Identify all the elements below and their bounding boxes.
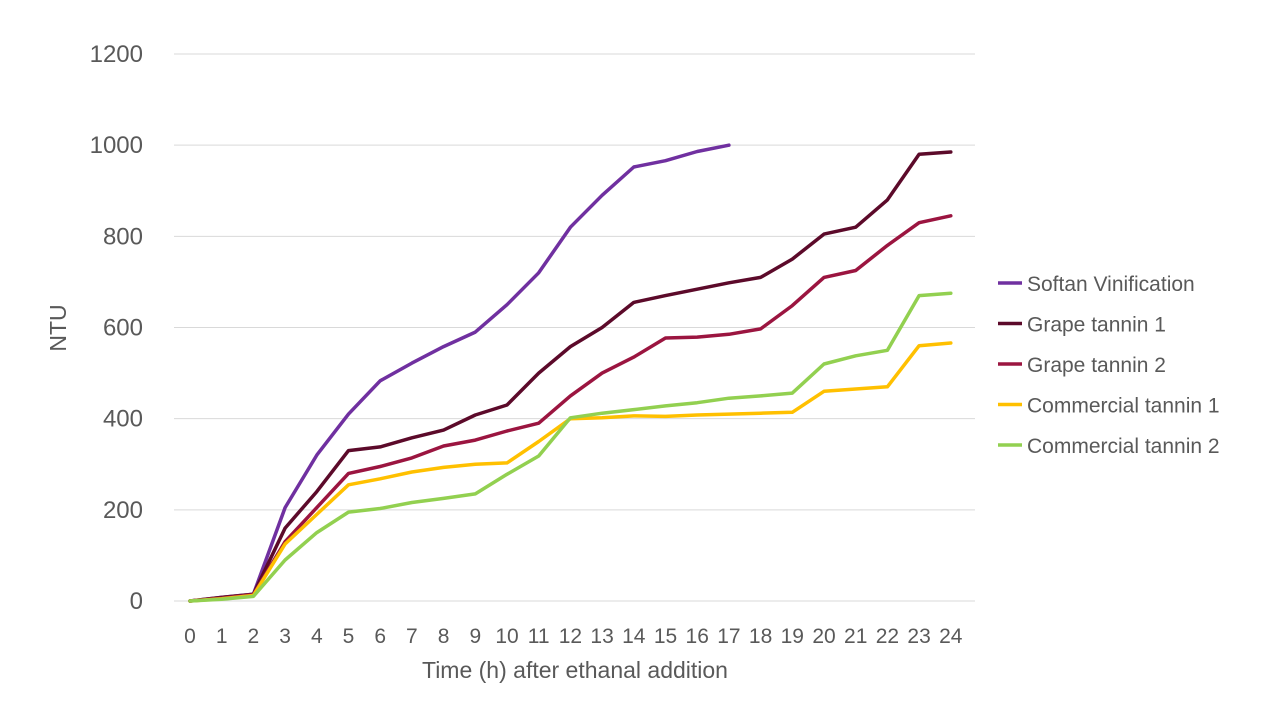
- x-tick-label: 23: [907, 625, 930, 648]
- x-tick-label: 21: [844, 625, 867, 648]
- x-tick-label: 16: [686, 625, 709, 648]
- x-tick-label: 2: [248, 625, 260, 648]
- x-tick-label: 24: [939, 625, 963, 648]
- x-tick-label: 12: [559, 625, 582, 648]
- x-tick-label: 4: [311, 625, 323, 648]
- series-lines: [188, 143, 953, 603]
- y-tick-label: 600: [103, 315, 143, 342]
- y-tick-label: 400: [103, 406, 143, 433]
- series-line-commercial-tannin-2: [188, 291, 953, 603]
- legend-label-grape-tannin-1: Grape tannin 1: [1027, 314, 1166, 337]
- y-tick-label: 1200: [90, 41, 143, 68]
- x-tick-label: 20: [812, 625, 835, 648]
- x-tick-label: 11: [528, 625, 550, 648]
- x-tick-label: 17: [717, 625, 740, 648]
- x-tick-label: 6: [374, 625, 386, 648]
- x-tick-label: 8: [438, 625, 450, 648]
- x-tick-label: 18: [749, 625, 772, 648]
- x-tick-label: 7: [406, 625, 418, 648]
- x-tick-label: 10: [495, 625, 518, 648]
- y-tick-label: 0: [130, 588, 143, 615]
- series-line-commercial-tannin-1: [188, 341, 953, 603]
- x-tick-label: 0: [184, 625, 196, 648]
- x-tick-label: 15: [654, 625, 677, 648]
- y-tick-label: 1000: [90, 132, 143, 159]
- legend-label-softan-vinification: Softan Vinification: [1027, 273, 1195, 296]
- x-tick-label: 13: [590, 625, 613, 648]
- series-line-softan-vinification: [188, 143, 731, 603]
- legend-label-grape-tannin-2: Grape tannin 2: [1027, 354, 1166, 377]
- x-tick-label: 22: [876, 625, 899, 648]
- x-tick-label: 5: [343, 625, 355, 648]
- legend-label-commercial-tannin-1: Commercial tannin 1: [1027, 395, 1220, 418]
- y-tick-label: 200: [103, 497, 143, 524]
- x-tick-label: 9: [469, 625, 481, 648]
- y-axis-tick-labels: 0 200 400 600 800 1000 1200: [90, 41, 143, 615]
- y-tick-label: 800: [103, 223, 143, 250]
- x-tick-label: 14: [622, 625, 646, 648]
- legend: Softan Vinification Grape tannin 1 Grape t…: [998, 273, 1220, 458]
- x-tick-label: 1: [216, 625, 228, 648]
- x-tick-label: 19: [781, 625, 804, 648]
- y-axis-title: NTU: [45, 304, 71, 351]
- series-line-grape-tannin-1: [188, 150, 953, 603]
- series-line-grape-tannin-2: [188, 214, 953, 603]
- x-axis-title: Time (h) after ethanal addition: [422, 657, 728, 683]
- x-axis-tick-labels: 0 1 2 3 4 5 6 7 8 9 10 11 12 13 14 15 16 17 18 19 20 21 22 23 24: [184, 625, 963, 648]
- x-tick-label: 3: [279, 625, 291, 648]
- legend-label-commercial-tannin-2: Commercial tannin 2: [1027, 435, 1220, 458]
